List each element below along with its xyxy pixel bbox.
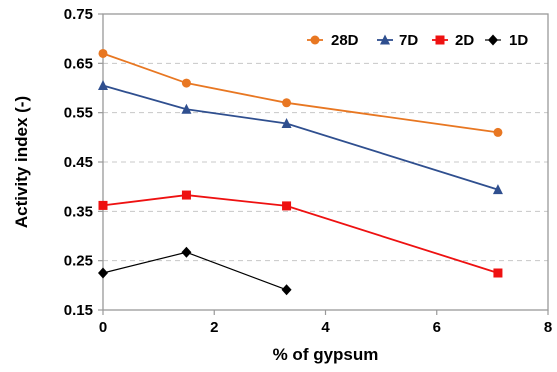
legend: 28D 7D 2D 1D xyxy=(307,32,528,49)
data-point xyxy=(181,103,192,114)
x-tick-label: 0 xyxy=(99,319,107,336)
legend-label: 28D xyxy=(331,32,359,49)
y-tick-label: 0.15 xyxy=(64,302,93,319)
data-point xyxy=(181,78,191,88)
data-point xyxy=(492,184,503,195)
data-point xyxy=(98,48,108,58)
legend-label: 7D xyxy=(399,32,418,49)
legend-label: 1D xyxy=(509,32,528,49)
data-point xyxy=(310,35,320,45)
gridlines xyxy=(103,62,548,262)
legend-item-7d: 7D xyxy=(377,32,418,49)
data-point xyxy=(181,190,191,200)
x-axis-title: % of gypsum xyxy=(273,345,379,364)
x-tick-label: 2 xyxy=(210,319,218,336)
legend-item-28d: 28D xyxy=(307,32,359,49)
data-series xyxy=(98,48,503,296)
data-point xyxy=(281,284,292,296)
y-tick-label: 0.75 xyxy=(64,6,93,23)
series-1d xyxy=(98,246,292,296)
y-tick-label: 0.35 xyxy=(64,203,93,220)
x-tick-label: 4 xyxy=(321,319,330,336)
y-tick-label: 0.25 xyxy=(64,253,93,270)
data-point xyxy=(488,34,498,46)
y-tick-label: 0.55 xyxy=(64,105,93,122)
data-point xyxy=(98,267,108,279)
series-line xyxy=(102,251,287,291)
data-point xyxy=(380,34,390,45)
x-axis-tick-labels: 0 2 4 6 8 xyxy=(99,310,552,336)
data-point xyxy=(98,200,108,210)
series-7d xyxy=(98,80,503,195)
data-point xyxy=(493,268,503,278)
y-axis-title: Activity index (-) xyxy=(12,96,31,228)
series-line xyxy=(102,52,499,134)
data-point xyxy=(98,80,108,91)
y-axis-tick-labels: 0.15 0.25 0.35 0.45 0.55 0.65 0.75 xyxy=(64,6,103,319)
series-line xyxy=(102,194,499,274)
legend-item-1d: 1D xyxy=(485,32,528,49)
data-point xyxy=(282,98,292,108)
y-tick-label: 0.65 xyxy=(64,55,93,72)
legend-item-2d: 2D xyxy=(432,32,474,49)
data-point xyxy=(282,201,292,211)
legend-label: 2D xyxy=(455,32,474,49)
x-tick-label: 6 xyxy=(433,319,441,336)
series-28d xyxy=(98,48,503,137)
data-point xyxy=(281,118,292,129)
data-point xyxy=(493,127,503,137)
series-line xyxy=(102,84,499,191)
x-tick-label: 8 xyxy=(544,319,552,336)
data-point xyxy=(435,35,445,45)
series-2d xyxy=(98,190,503,278)
data-point xyxy=(181,246,192,258)
y-tick-label: 0.45 xyxy=(64,154,93,171)
